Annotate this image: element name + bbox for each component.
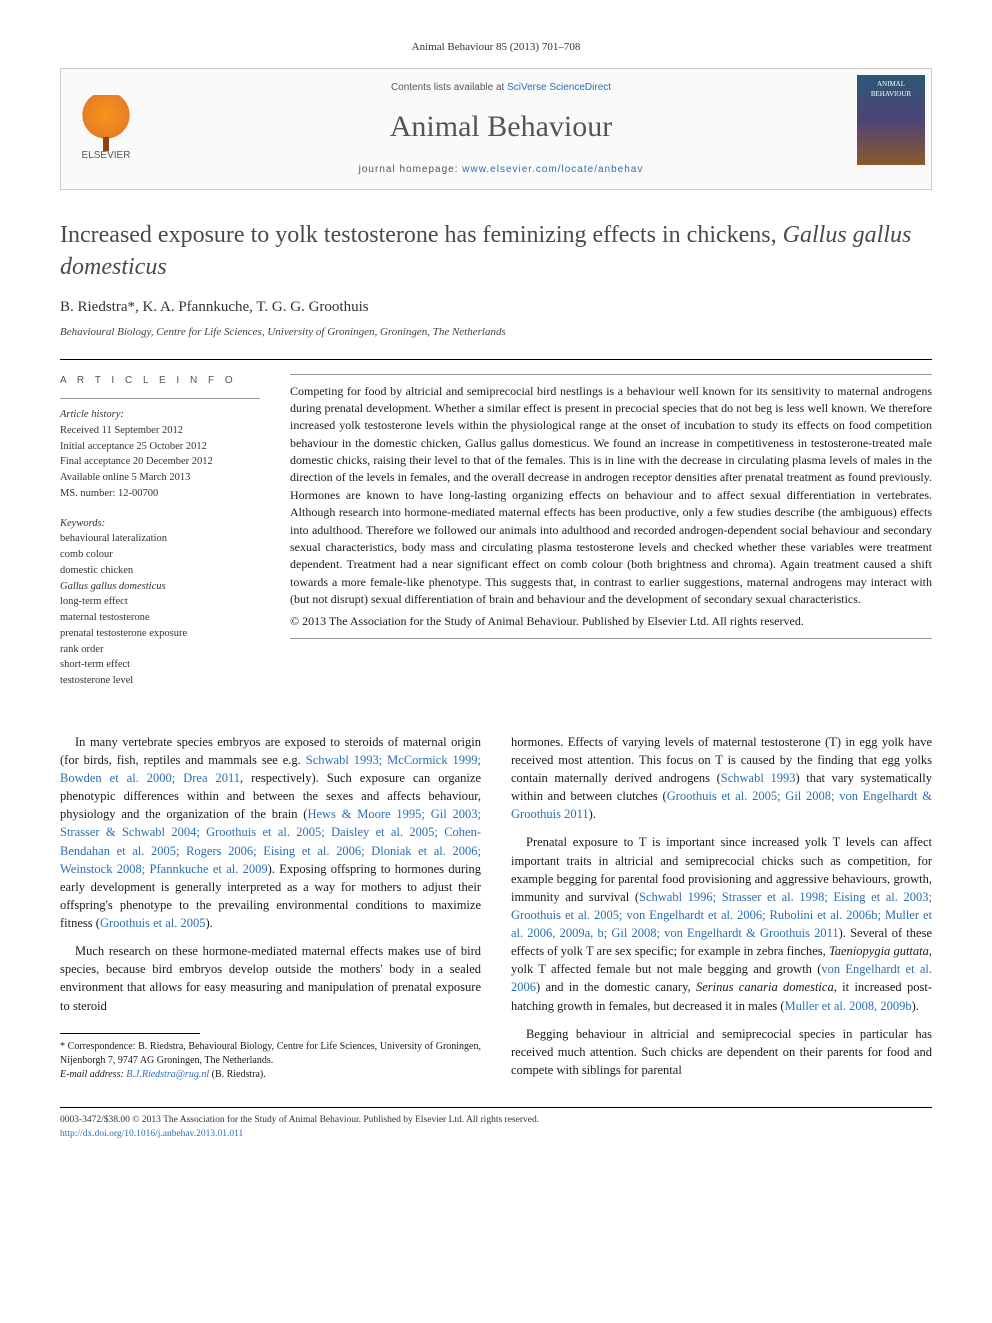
keyword: domestic chicken <box>60 563 260 579</box>
abstract-copyright: © 2013 The Association for the Study of … <box>290 613 932 630</box>
citation-link[interactable]: Schwabl 1993 <box>721 771 796 785</box>
paragraph: Prenatal exposure to T is important sinc… <box>511 833 932 1014</box>
contents-available: Contents lists available at SciVerse Sci… <box>163 81 839 96</box>
journal-header: ELSEVIER Contents lists available at Sci… <box>60 68 932 191</box>
text: ). <box>205 916 212 930</box>
affiliation: Behavioural Biology, Centre for Life Sci… <box>60 325 932 341</box>
abstract-rule-bottom <box>290 638 932 639</box>
keyword: comb colour <box>60 547 260 563</box>
scidirect-link[interactable]: SciVerse ScienceDirect <box>507 82 611 93</box>
info-abstract-row: A R T I C L E I N F O Article history: R… <box>60 374 932 703</box>
text: ) and in the domestic canary, <box>536 980 696 994</box>
history-item: Received 11 September 2012 <box>60 423 260 439</box>
citation-link[interactable]: Groothuis et al. 2005 <box>100 916 206 930</box>
species-name: Serinus canaria domestica <box>696 980 834 994</box>
footnote-separator <box>60 1033 200 1034</box>
separator <box>60 359 932 360</box>
keywords: Keywords: behavioural lateralization com… <box>60 516 260 689</box>
header-center: Contents lists available at SciVerse Sci… <box>151 69 851 190</box>
email-attribution: (B. Riedstra). <box>209 1069 266 1080</box>
keyword: rank order <box>60 642 260 658</box>
keywords-label: Keywords: <box>60 516 260 532</box>
article-history: Article history: Received 11 September 2… <box>60 407 260 502</box>
authors: B. Riedstra*, K. A. Pfannkuche, T. G. G.… <box>60 297 932 319</box>
footer-separator <box>60 1107 932 1108</box>
keyword: Gallus gallus domesticus <box>60 579 260 595</box>
keyword: prenatal testosterone exposure <box>60 626 260 642</box>
body-columns: In many vertebrate species embryos are e… <box>60 733 932 1089</box>
text: ). <box>912 999 919 1013</box>
publisher-name: ELSEVIER <box>82 149 131 164</box>
keyword: maternal testosterone <box>60 610 260 626</box>
publisher-logo: ELSEVIER <box>61 69 151 190</box>
text: ). <box>589 807 596 821</box>
history-item: Available online 5 March 2013 <box>60 470 260 486</box>
paragraph: Begging behaviour in altricial and semip… <box>511 1025 932 1079</box>
elsevier-tree-icon <box>81 95 131 145</box>
paragraph: In many vertebrate species embryos are e… <box>60 733 481 932</box>
abstract-rule <box>290 374 932 375</box>
keyword: long-term effect <box>60 594 260 610</box>
history-item: MS. number: 12-00700 <box>60 486 260 502</box>
title-main: Increased exposure to yolk testosterone … <box>60 222 783 248</box>
history-item: Final acceptance 20 December 2012 <box>60 454 260 470</box>
keyword: testosterone level <box>60 673 260 689</box>
homepage-prefix: journal homepage: <box>359 164 463 175</box>
abstract: Competing for food by altricial and semi… <box>290 374 932 703</box>
body-col-left: In many vertebrate species embryos are e… <box>60 733 481 1089</box>
homepage-link[interactable]: www.elsevier.com/locate/anbehav <box>462 164 643 175</box>
history-item: Initial acceptance 25 October 2012 <box>60 439 260 455</box>
correspondence-text: * Correspondence: B. Riedstra, Behaviour… <box>60 1040 481 1068</box>
cover-cell: ANIMAL BEHAVIOUR <box>851 69 931 190</box>
article-title: Increased exposure to yolk testosterone … <box>60 220 932 282</box>
issn-line: 0003-3472/$38.00 © 2013 The Association … <box>60 1114 932 1128</box>
journal-name: Animal Behaviour <box>163 105 839 149</box>
journal-homepage: journal homepage: www.elsevier.com/locat… <box>163 163 839 178</box>
keyword: short-term effect <box>60 657 260 673</box>
paragraph: Much research on these hormone-mediated … <box>60 942 481 1015</box>
article-info: A R T I C L E I N F O Article history: R… <box>60 374 260 703</box>
paragraph: hormones. Effects of varying levels of m… <box>511 733 932 824</box>
journal-cover-thumb: ANIMAL BEHAVIOUR <box>857 75 925 165</box>
citation: Animal Behaviour 85 (2013) 701–708 <box>60 40 932 56</box>
citation-link[interactable]: Muller et al. 2008, 2009b <box>785 999 912 1013</box>
species-name: Taeniopygia guttata <box>829 944 929 958</box>
correspondence-footnote: * Correspondence: B. Riedstra, Behaviour… <box>60 1040 481 1082</box>
abstract-text: Competing for food by altricial and semi… <box>290 383 932 609</box>
email-link[interactable]: B.J.Riedstra@rug.nl <box>126 1069 209 1080</box>
email-label: E-mail address: <box>60 1069 126 1080</box>
body-col-right: hormones. Effects of varying levels of m… <box>511 733 932 1089</box>
keyword: behavioural lateralization <box>60 531 260 547</box>
email-line: E-mail address: B.J.Riedstra@rug.nl (B. … <box>60 1068 481 1082</box>
article-info-heading: A R T I C L E I N F O <box>60 374 260 389</box>
doi-link[interactable]: http://dx.doi.org/10.1016/j.anbehav.2013… <box>60 1128 932 1142</box>
info-rule <box>60 398 260 399</box>
contents-prefix: Contents lists available at <box>391 82 507 93</box>
page-footer: 0003-3472/$38.00 © 2013 The Association … <box>60 1114 932 1142</box>
history-label: Article history: <box>60 407 260 423</box>
